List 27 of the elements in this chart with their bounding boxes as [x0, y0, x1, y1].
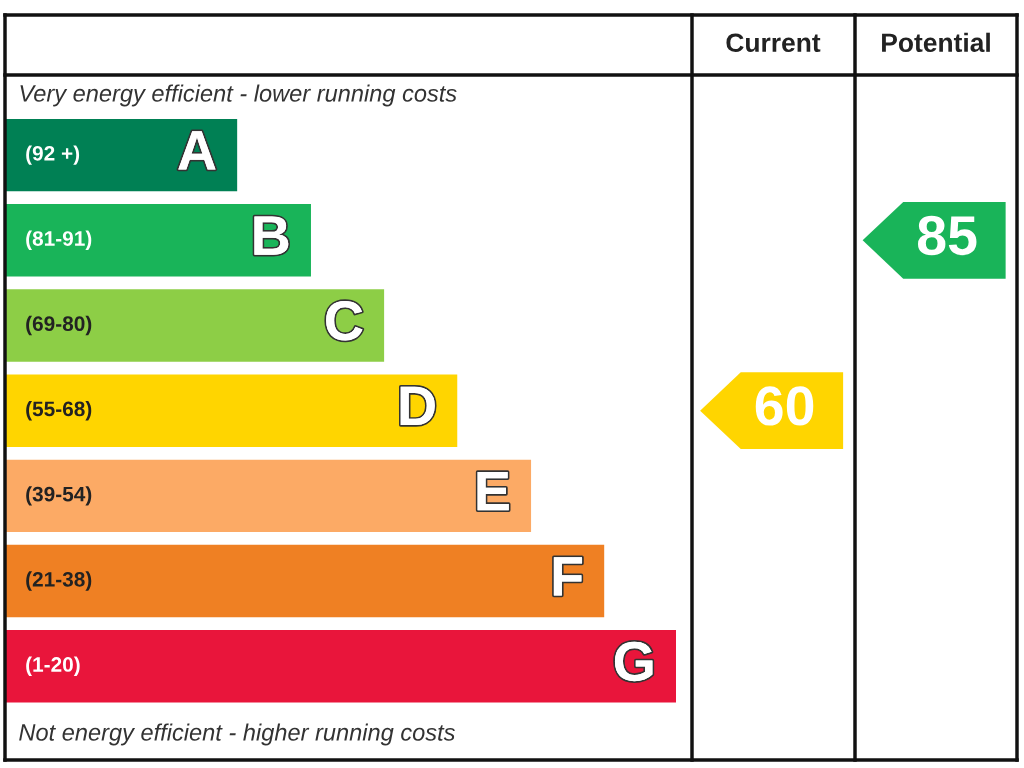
- y-tick-label: (69-80): [26, 315, 92, 336]
- annotation: E: [477, 472, 509, 511]
- annotation: Not energy efficient - higher running costs: [19, 723, 455, 746]
- bar: [5, 118, 238, 192]
- y-tick-label: (92 +): [26, 145, 80, 165]
- annotation: A: [178, 131, 216, 170]
- text: 60: [755, 386, 814, 426]
- annotation: B: [254, 216, 289, 255]
- y-tick-label: (81-91): [26, 230, 92, 250]
- bar: [5, 459, 532, 533]
- bar: [5, 204, 311, 277]
- text: Current: [726, 33, 821, 53]
- annotation: D: [400, 386, 435, 426]
- annotation: G: [614, 641, 653, 682]
- text: 85: [917, 215, 977, 256]
- y-tick-label: (55-68): [26, 400, 92, 421]
- y-tick-label: (1-20): [26, 656, 80, 676]
- bar: [5, 630, 676, 703]
- annotation: F: [553, 557, 583, 596]
- annotation: C: [326, 301, 363, 341]
- bar: [5, 544, 605, 618]
- text: Potential: [882, 32, 990, 53]
- y-tick-label: (21-38): [26, 571, 92, 591]
- y-tick-label: (39-54): [26, 486, 92, 506]
- text: Very energy efficient - lower running costs: [20, 84, 457, 107]
- bar: [5, 374, 458, 447]
- bar: [5, 289, 385, 362]
